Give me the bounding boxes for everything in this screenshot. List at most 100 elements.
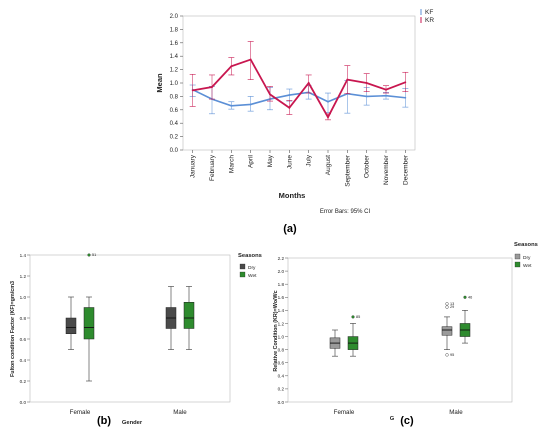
data-point	[230, 65, 233, 68]
chart-c: 0.0 0.2 0.4 0.6 0.8 1.0 1.2 1.4 1.6 1.8 2.0 2.2 Fema…	[273, 242, 538, 422]
x-tick-label: October	[364, 154, 371, 178]
data-point	[249, 103, 252, 106]
y-tick-label: 0.8	[170, 94, 179, 100]
data-point	[249, 58, 252, 61]
y-tick-label: 0.4	[278, 374, 285, 379]
y-tick-label: 1.2	[20, 274, 27, 279]
y-tick-label: 2.2	[278, 256, 285, 261]
outlier-label: 46	[468, 295, 472, 299]
data-point	[307, 82, 310, 84]
x-tick-label: Male	[449, 409, 463, 416]
outlier-point	[463, 295, 467, 299]
y-tick-label: 0.4	[170, 121, 179, 127]
y-axis-label: Relative Condition (KR)=Wo/Wc	[273, 290, 279, 371]
y-tick-label: 1.4	[20, 253, 27, 258]
x-tick-label: Male	[173, 409, 187, 416]
x-axis-label: Gender	[122, 420, 143, 426]
legend-label: Wet	[523, 263, 532, 269]
outlier-label: 29	[450, 305, 454, 309]
plot-frame	[287, 257, 513, 403]
data-point	[269, 93, 271, 96]
legend-title: Seasons	[514, 242, 538, 248]
caption-a: (a)	[283, 223, 297, 235]
legend-title: Seasons	[238, 253, 262, 259]
legend-label: Wet	[248, 273, 257, 279]
chart-b: 0.0 0.2 0.4 0.6 0.8 1.0 1.2 1.4 Female 51 Male Fult…	[10, 253, 262, 426]
data-point	[211, 86, 213, 88]
y-tick-label: 0.0	[278, 400, 285, 405]
data-point	[191, 89, 194, 92]
legend-label: KF	[425, 9, 433, 16]
outlier-point	[351, 315, 355, 319]
data-point	[385, 94, 387, 97]
legend-swatch	[239, 271, 246, 278]
y-tick-label: 1.2	[278, 321, 285, 326]
legend-label: Dry	[248, 265, 256, 271]
y-tick-label: 0.4	[20, 358, 27, 363]
x-tick-label: April	[248, 154, 255, 168]
y-axis-label: Mean	[155, 73, 164, 93]
footnote: Error Bars: 95% CI	[320, 209, 371, 215]
x-tick-label: December	[402, 154, 409, 185]
outlier-label: 95	[450, 353, 454, 357]
caption-c: (c)	[400, 415, 414, 427]
x-tick-label: March	[228, 155, 235, 173]
box	[183, 302, 195, 329]
y-tick-label: 2.0	[278, 269, 285, 274]
box	[441, 326, 453, 336]
x-tick-label: September	[344, 154, 351, 187]
outlier-label: 51	[92, 253, 96, 257]
y-axis-label: Fulton condition Factor (KF)=gm/cm3	[10, 281, 16, 377]
data-point	[346, 78, 349, 81]
series-line-kr	[192, 58, 406, 120]
chart-a: 0.0 0.2 0.4 0.6 0.8 1.0 1.2 1.4 1.6 1.8 2.0 January…	[155, 9, 434, 215]
data-point	[288, 94, 291, 96]
y-tick-label: 0.6	[170, 108, 179, 114]
y-tick-label: 0.8	[20, 316, 27, 321]
data-point	[365, 95, 368, 98]
x-axis-label: G	[390, 416, 395, 422]
x-tick-label: Female	[70, 409, 91, 416]
y-tick-label: 0.8	[278, 347, 285, 352]
plot-frame	[182, 15, 416, 151]
y-tick-label: 1.0	[20, 295, 27, 300]
outlier-label: 85	[356, 315, 360, 319]
y-tick-label: 0.6	[20, 337, 27, 342]
data-point	[230, 104, 233, 107]
data-point	[288, 106, 291, 109]
box	[65, 317, 77, 334]
data-point	[327, 100, 329, 103]
y-tick-label: 1.0	[170, 81, 179, 87]
legend-label: KR	[425, 17, 434, 24]
legend-swatch	[514, 261, 521, 268]
x-tick-label: February	[209, 154, 216, 181]
outlier-point	[87, 253, 91, 257]
legend-swatch	[514, 253, 521, 260]
outlier-point	[445, 353, 449, 357]
y-tick-label: 0.0	[20, 400, 27, 405]
series-line-kf	[192, 88, 406, 107]
y-tick-label: 0.2	[278, 387, 285, 392]
y-tick-label: 1.8	[170, 27, 179, 33]
x-axis-label: Months	[279, 191, 306, 200]
data-point	[327, 116, 329, 119]
data-point	[404, 81, 407, 84]
plot-frame	[29, 254, 231, 403]
y-tick-label: 1.2	[170, 68, 179, 74]
y-tick-label: 0.0	[170, 148, 179, 154]
y-tick-label: 0.2	[20, 379, 27, 384]
x-tick-label: July	[306, 154, 313, 166]
x-tick-label: Female	[334, 409, 355, 416]
data-point	[365, 82, 368, 84]
data-point	[404, 96, 407, 99]
box	[83, 307, 95, 340]
y-tick-label: 0.2	[170, 135, 179, 141]
y-tick-label: 1.6	[170, 41, 179, 47]
x-tick-label: November	[383, 154, 390, 185]
y-tick-label: 1.4	[170, 54, 179, 60]
x-tick-label: June	[286, 155, 293, 169]
x-tick-label: January	[190, 154, 197, 178]
y-tick-label: 2.0	[170, 14, 179, 20]
legend-label: Dry	[523, 255, 531, 261]
